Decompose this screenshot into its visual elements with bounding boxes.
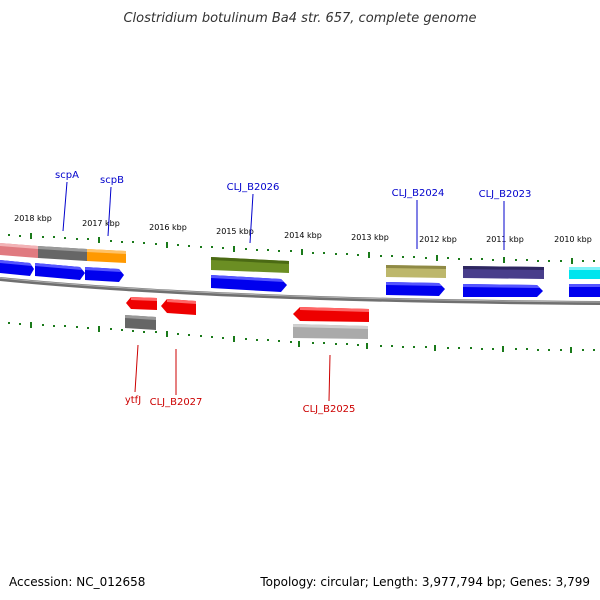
kbp-label: 2017 kbp — [82, 219, 120, 228]
reverse-cds-arrows — [126, 297, 369, 322]
kbp-label: 2018 kbp — [14, 214, 52, 223]
forward-gene-bars — [0, 243, 600, 279]
reverse-gene-labels: ytfJ CLJ_B2027 CLJ_B2025 — [125, 344, 356, 415]
forward-gene-labels: scpA scpB CLJ_B2026 CLJ_B2024 CLJ_B2023 — [55, 170, 531, 250]
lower-tick-row — [8, 322, 595, 353]
gene-label-scpA[interactable]: scpA — [55, 170, 79, 181]
kbp-label: 2010 kbp — [554, 235, 592, 244]
gene-label-CLJ_B2024[interactable]: CLJ_B2024 — [392, 188, 445, 199]
kbp-ruler-labels: 2018 kbp 2017 kbp 2016 kbp 2015 kbp 2014… — [14, 214, 592, 244]
kbp-label: 2011 kbp — [486, 235, 524, 244]
kbp-label: 2015 kbp — [216, 227, 254, 236]
gene-label-CLJ_B2026[interactable]: CLJ_B2026 — [227, 182, 280, 193]
kbp-label: 2014 kbp — [284, 231, 322, 240]
upper-tick-row — [8, 233, 595, 264]
kbp-label: 2012 kbp — [419, 235, 457, 244]
gene-label-CLJ_B2023[interactable]: CLJ_B2023 — [479, 189, 532, 200]
genome-summary-text: Topology: circular; Length: 3,977,794 bp… — [260, 575, 590, 589]
genome-backbone — [0, 277, 600, 305]
cds-arrow[interactable] — [569, 284, 600, 297]
accession-text: Accession: NC_012658 — [9, 575, 146, 589]
map-title: Clostridium botulinum Ba4 str. 657, comp… — [123, 11, 476, 26]
kbp-label: 2013 kbp — [351, 233, 389, 242]
gene-label-CLJ_B2027[interactable]: CLJ_B2027 — [150, 397, 203, 408]
kbp-label: 2016 kbp — [149, 223, 187, 232]
gene-label-scpB[interactable]: scpB — [100, 175, 124, 186]
gene-label-CLJ_B2025[interactable]: CLJ_B2025 — [303, 404, 356, 415]
forward-cds-arrows — [0, 260, 600, 297]
reverse-gene-bars — [125, 315, 368, 339]
gene-label-ytfJ[interactable]: ytfJ — [125, 395, 141, 406]
